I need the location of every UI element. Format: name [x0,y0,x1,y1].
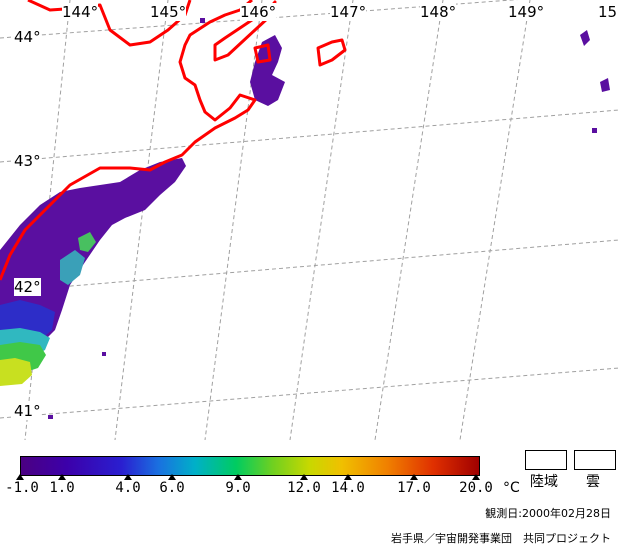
lon-label-146: 146° [240,3,277,21]
sst-inner-teal [60,250,85,285]
scale-tick [300,474,308,480]
scale-tick [472,474,480,480]
lat-label-43: 43° [14,152,41,170]
scale-label: 9.0 [225,480,251,496]
meridian-146 [204,0,263,440]
scale-tick [16,474,24,480]
observation-date: 観測日:2000年02月28日 [485,507,611,520]
lon-label-148: 148° [420,3,457,21]
lon-label-144: 144° [62,3,99,21]
meridian-149 [459,0,531,440]
scale-tick [124,474,132,480]
lat-label-42: 42° [14,278,41,296]
sst-kunashiri-patch [250,35,285,106]
scale-label: 14.0 [331,480,365,496]
scale-tick [344,474,352,480]
scale-label: 4.0 [115,480,141,496]
sst-yellow-band [0,358,32,386]
lat-label-41: 41° [14,402,41,420]
scale-label: -1.0 [5,480,39,496]
coast-habomai [253,43,272,64]
land-swatch [525,450,567,470]
scale-tick [234,474,242,480]
scale-label: 17.0 [397,480,431,496]
sst-east-patch [580,30,610,92]
meridian-145 [114,0,169,440]
sst-small-dots [48,18,597,419]
coast-hokkaido [0,0,257,281]
meridian-148 [374,0,444,440]
parallel-43 [0,109,619,163]
lon-label-149: 149° [508,3,545,21]
meridian-144 [24,0,71,440]
scale-label: 6.0 [159,480,185,496]
scale-label: 20.0 [459,480,493,496]
scale-tick [168,474,176,480]
sst-map [0,0,619,440]
scale-unit: °C [503,480,520,496]
land-label: 陸域 [530,474,558,490]
cloud-label: 雲 [586,474,600,490]
lon-label-147: 147° [330,3,367,21]
coast-shikotan [316,38,347,67]
sst-pixels [0,18,610,419]
temperature-color-scale [20,456,480,476]
parallel-44 [0,0,519,39]
parallel-42 [0,239,619,293]
cloud-swatch [574,450,616,470]
scale-label: 1.0 [49,480,75,496]
lon-label-150: 15 [598,3,618,21]
scale-tick [410,474,418,480]
project-credit: 岩手県／宇宙開発事業団 共同プロジェクト [391,532,611,545]
lon-label-145: 145° [150,3,187,21]
scale-tick [58,474,66,480]
parallel-41 [0,367,619,419]
scale-label: 12.0 [287,480,321,496]
coastline [0,0,347,281]
lat-label-44: 44° [14,28,41,46]
sst-inner-green [78,232,96,252]
